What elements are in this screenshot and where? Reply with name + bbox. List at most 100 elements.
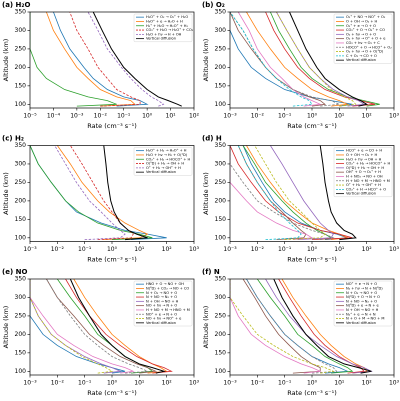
legend-label: N + NO → N₂ + O bbox=[146, 295, 177, 299]
legend-label: CO₂⁺ + H₂ → HOCO⁺ + H bbox=[146, 157, 190, 161]
series-line bbox=[65, 279, 173, 374]
series-line bbox=[276, 12, 357, 107]
x-tick-label: 10³ bbox=[189, 246, 200, 253]
legend-label: H₂O + hν → OH + H bbox=[346, 157, 382, 161]
x-tick-label: 10³ bbox=[389, 113, 400, 120]
y-tick-label: 300 bbox=[15, 160, 27, 167]
y-tick-label: 300 bbox=[15, 294, 27, 301]
legend-label: H₂O + hν → H₂ + O(¹D) bbox=[146, 153, 188, 157]
x-tick-label: 10³ bbox=[189, 380, 200, 387]
series-line bbox=[246, 279, 348, 374]
legend-label: O⁺ + H₂ → OH⁺ + H bbox=[346, 183, 381, 187]
plot-lines bbox=[30, 12, 182, 107]
y-tick-label: 350 bbox=[215, 9, 227, 16]
panel: (f) N Rate (cm⁻³ s⁻¹) Altitude (km) 10⁻³ 10⁻… bbox=[202, 268, 400, 397]
series-line bbox=[30, 145, 153, 241]
x-axis-label: Rate (cm⁻³ s⁻¹) bbox=[87, 256, 136, 264]
x-tick-label: 10⁻³ bbox=[223, 380, 237, 387]
y-axis-label: Altitude (km) bbox=[2, 172, 10, 215]
x-axis-label: Rate (cm⁻³ s⁻¹) bbox=[287, 256, 336, 264]
legend-frame bbox=[333, 147, 393, 197]
legend-label: H + NO + M → HNO + M bbox=[346, 179, 390, 183]
series-line bbox=[319, 145, 357, 241]
x-tick-label: 10⁻² bbox=[94, 113, 108, 120]
legend-label: C + O₂ → CO + O bbox=[346, 54, 377, 58]
panel: (d) H Rate (cm⁻³ s⁻¹) Altitude (km) 10⁻³ 10⁻… bbox=[202, 135, 400, 264]
legend-label: CO₂⁺ + H₂ → HOCO⁺ + H bbox=[346, 162, 390, 166]
x-tick-label: 10⁻² bbox=[51, 380, 65, 387]
plot-frame bbox=[29, 145, 195, 242]
y-tick-label: 200 bbox=[15, 331, 27, 338]
x-tick-label: 10⁰ bbox=[107, 246, 118, 253]
panel-title: (c) H₂ bbox=[2, 135, 24, 143]
y-axis-label: Altitude (km) bbox=[202, 172, 210, 215]
legend-label: O(¹D) + H₂ → OH + H bbox=[346, 166, 384, 170]
series-line bbox=[69, 279, 166, 374]
y-tick-label: 150 bbox=[215, 216, 227, 223]
legend-label: O(¹D) + H₂ → OH + H bbox=[146, 162, 184, 166]
series-line bbox=[73, 279, 168, 374]
legend-label: HOCO⁺ + O → HCO⁺ + O₂ bbox=[346, 45, 392, 49]
x-tick-label: 10⁰ bbox=[307, 246, 318, 253]
y-tick-label: 200 bbox=[215, 197, 227, 204]
legend-label: N + OH → NO + H bbox=[146, 299, 179, 303]
legend-label: N + OH → NO + H bbox=[346, 308, 379, 312]
y-axis-label: Altitude (km) bbox=[2, 306, 10, 349]
y-axis-label: Altitude (km) bbox=[202, 306, 210, 349]
x-tick-label: 10⁻² bbox=[251, 380, 265, 387]
series-line bbox=[257, 279, 354, 374]
y-tick-label: 250 bbox=[215, 312, 227, 319]
legend-label: NO⁺ + e → N + O bbox=[146, 312, 177, 316]
y-tick-label: 350 bbox=[15, 276, 27, 283]
series-line bbox=[289, 12, 368, 107]
series-line bbox=[246, 12, 350, 107]
legend-label: Vertical diffusion bbox=[346, 58, 376, 62]
y-tick-label: 200 bbox=[215, 331, 227, 338]
legend-frame bbox=[333, 13, 393, 64]
x-tick-label: 10² bbox=[162, 380, 173, 387]
series-line bbox=[242, 145, 348, 241]
legend-label: NO + hν → N + O bbox=[146, 304, 177, 308]
panel-title: (b) O₂ bbox=[202, 1, 225, 9]
y-tick-label: 300 bbox=[215, 160, 227, 167]
x-tick-label: 10¹ bbox=[166, 113, 177, 120]
legend-label: H₂O + hν → H + OH bbox=[146, 32, 182, 36]
x-tick-label: 10⁻³ bbox=[223, 113, 237, 120]
series-line bbox=[53, 12, 149, 107]
series-line bbox=[246, 145, 350, 241]
legend-label: O⁺ + H₂ → OH⁺ + H bbox=[146, 166, 181, 170]
series-line bbox=[270, 145, 334, 241]
x-tick-label: 10⁻² bbox=[251, 246, 265, 253]
x-tick-label: 10¹ bbox=[134, 380, 145, 387]
x-tick-label: 10⁻³ bbox=[223, 246, 237, 253]
panel: (c) H₂ Rate (cm⁻³ s⁻¹) Altitude (km) 10⁻³ 10… bbox=[2, 135, 200, 264]
series-line bbox=[278, 279, 365, 374]
series-line bbox=[230, 145, 335, 241]
legend-label: O + OH → O₂ + H bbox=[346, 19, 378, 23]
series-line bbox=[46, 12, 136, 107]
legend-label: N(²D) + O → N + O bbox=[346, 295, 380, 299]
y-tick-label: 100 bbox=[15, 234, 27, 241]
legend-label: HNO + O → NO + OH bbox=[146, 282, 184, 286]
series-line bbox=[30, 279, 114, 374]
legend-label: Vertical diffusion bbox=[146, 37, 176, 41]
series-line bbox=[237, 145, 302, 241]
panel-title: (f) N bbox=[202, 268, 220, 276]
legend-label: H + NO + M → HNO + M bbox=[146, 308, 190, 312]
y-tick-label: 350 bbox=[215, 142, 227, 149]
y-tick-label: 250 bbox=[215, 45, 227, 52]
x-tick-label: 10¹ bbox=[334, 380, 345, 387]
series-line bbox=[69, 12, 141, 107]
x-tick-label: 10² bbox=[362, 113, 373, 120]
plot-lines bbox=[30, 279, 173, 374]
y-axis-label: Altitude (km) bbox=[2, 39, 10, 82]
x-tick-label: 10³ bbox=[389, 246, 400, 253]
x-tick-label: 10⁻¹ bbox=[278, 246, 292, 253]
series-line bbox=[230, 145, 314, 241]
x-tick-label: 10⁰ bbox=[307, 380, 318, 387]
y-tick-label: 150 bbox=[215, 82, 227, 89]
plot-lines bbox=[230, 145, 357, 241]
y-tick-label: 300 bbox=[15, 27, 27, 34]
x-tick-label: 10¹ bbox=[334, 246, 345, 253]
